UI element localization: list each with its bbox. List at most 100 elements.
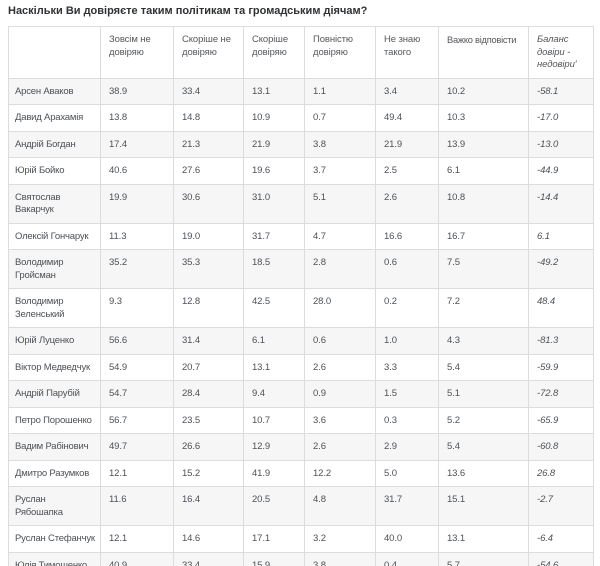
percentage-value: 33.4 — [173, 551, 244, 566]
table-row: Руслан Стефанчук 12.1 14.6 17.1 3.2 40.0 13.1-… — [8, 525, 594, 553]
trust-balance-value: -81.3 — [528, 327, 594, 355]
name-column-header — [8, 26, 101, 79]
trust-balance-value: -58.1 — [528, 77, 594, 105]
table-row: Петро Порошенко 56.7 23.5 10.7 3.6 0.3 5.2 -65.… — [8, 406, 594, 434]
percentage-value: 31.0 — [243, 183, 305, 224]
percentage-value: 27.6 — [173, 157, 244, 185]
percentage-value: 4.3 — [438, 327, 529, 355]
column-header: Повністю довіряю — [304, 26, 376, 79]
percentage-value: 0.2 — [375, 288, 439, 328]
survey-question-title: Наскільки Ви довіряєте таким політикам т… — [8, 5, 368, 17]
politician-name: Дмитро Разумков — [8, 459, 101, 487]
percentage-value: 2.6 — [304, 433, 376, 461]
percentage-value: 4.7 — [304, 222, 376, 250]
politician-name: Руслан Рябошапка — [8, 486, 101, 526]
percentage-value: 2.9 — [375, 433, 439, 461]
percentage-value: 12.1 — [100, 525, 174, 553]
politician-name: Вадим Рабінович — [8, 433, 101, 461]
percentage-value: 42.5 — [243, 288, 305, 328]
percentage-value: 21.9 — [375, 130, 439, 158]
trust-balance-value: -2.7 — [528, 486, 594, 526]
percentage-value: 16.7 — [438, 222, 529, 250]
percentage-value: 54.7 — [100, 380, 174, 408]
header-row: Зовсім не довіряю Скоріше не довіряю Скорі… — [8, 26, 594, 79]
percentage-value: 13.8 — [100, 104, 174, 132]
percentage-value: 30.6 — [173, 183, 244, 224]
percentage-value: 16.4 — [173, 486, 244, 526]
percentage-value: 13.1 — [438, 525, 529, 553]
table-row: Володимир Зеленський 9.3 12.8 42.5 28.0 0.2 7.… — [8, 288, 594, 328]
percentage-value: 15.9 — [243, 551, 305, 566]
percentage-value: 1.5 — [375, 380, 439, 408]
percentage-value: 1.0 — [375, 327, 439, 355]
politician-name: Петро Порошенко — [8, 406, 101, 434]
percentage-value: 0.3 — [375, 406, 439, 434]
trust-balance-value: -44.9 — [528, 157, 594, 185]
politician-name: Руслан Стефанчук — [8, 525, 101, 553]
percentage-value: 9.3 — [100, 288, 174, 328]
percentage-value: 56.7 — [100, 406, 174, 434]
percentage-value: 5.1 — [304, 183, 376, 224]
percentage-value: 28.4 — [173, 380, 244, 408]
percentage-value: 6.1 — [438, 157, 529, 185]
trust-balance-value: -14.4 — [528, 183, 594, 224]
column-header: Важко відповісти — [438, 26, 529, 79]
percentage-value: 14.8 — [173, 104, 244, 132]
percentage-value: 12.8 — [173, 288, 244, 328]
percentage-value: 40.0 — [375, 525, 439, 553]
column-header: Баланс довіри - недовіри' — [528, 26, 594, 79]
percentage-value: 21.3 — [173, 130, 244, 158]
percentage-value: 14.6 — [173, 525, 244, 553]
percentage-value: 5.2 — [438, 406, 529, 434]
percentage-value: 3.6 — [304, 406, 376, 434]
table-header: Зовсім не довіряю Скоріше не довіряю Скорі… — [8, 26, 594, 79]
column-header: Зовсім не довіряю — [100, 26, 174, 79]
percentage-value: 33.4 — [173, 77, 244, 105]
percentage-value: 15.2 — [173, 459, 244, 487]
politician-name: Володимир Зеленський — [8, 288, 101, 328]
percentage-value: 2.8 — [304, 249, 376, 289]
percentage-value: 0.7 — [304, 104, 376, 132]
percentage-value: 54.9 — [100, 353, 174, 381]
percentage-value: 35.2 — [100, 249, 174, 289]
politician-name: Арсен Аваков — [8, 77, 101, 105]
percentage-value: 10.9 — [243, 104, 305, 132]
table-row: Юлія Тимошенко 40.9 33.4 15.9 3.8 0.4 5.7 -54.6 — [8, 551, 594, 566]
percentage-value: 19.9 — [100, 183, 174, 224]
percentage-value: 9.4 — [243, 380, 305, 408]
politician-name: Святослав Вакарчук — [8, 183, 101, 224]
politician-name: Юрій Бойко — [8, 157, 101, 185]
percentage-value: 5.1 — [438, 380, 529, 408]
percentage-value: 13.9 — [438, 130, 529, 158]
trust-survey-table: Зовсім не довіряю Скоріше не довіряю Скорі… — [8, 26, 594, 566]
table-row: Олексій Гончарук 11.3 19.0 31.7 4.7 16.6 16.7 6… — [8, 222, 594, 250]
percentage-value: 17.1 — [243, 525, 305, 553]
trust-balance-value: -65.9 — [528, 406, 594, 434]
table-row: Давид Арахамія 13.8 14.8 10.9 0.7 49.4 10.3 -17… — [8, 104, 594, 132]
table-row: Арсен Аваков 38.9 33.4 13.1 1.1 3.4 10.2 -58.1 — [8, 77, 594, 105]
table-row: Руслан Рябошапка 11.6 16.4 20.5 4.8 31.7 15.1-… — [8, 486, 594, 526]
percentage-value: 41.9 — [243, 459, 305, 487]
percentage-value: 6.1 — [243, 327, 305, 355]
trust-balance-value: -59.9 — [528, 353, 594, 381]
politician-name: Олексій Гончарук — [8, 222, 101, 250]
percentage-value: 49.4 — [375, 104, 439, 132]
column-header: Скоріше довіряю — [243, 26, 305, 79]
table-row: Віктор Медведчук 54.9 20.7 13.1 2.6 3.3 5.4 -59… — [8, 353, 594, 381]
column-header: Скоріше не довіряю — [173, 26, 244, 79]
trust-balance-value: -49.2 — [528, 249, 594, 289]
percentage-value: 0.9 — [304, 380, 376, 408]
percentage-value: 12.9 — [243, 433, 305, 461]
trust-balance-value: -60.8 — [528, 433, 594, 461]
politician-name: Юлія Тимошенко — [8, 551, 101, 566]
percentage-value: 35.3 — [173, 249, 244, 289]
table-row: Святослав Вакарчук 19.9 30.6 31.0 5.1 2.6 10.8… — [8, 183, 594, 224]
politician-name: Давид Арахамія — [8, 104, 101, 132]
table-row: Володимир Гройсман 35.2 35.3 18.5 2.8 0.6 7.5-… — [8, 249, 594, 289]
percentage-value: 31.7 — [375, 486, 439, 526]
trust-balance-value: 26.8 — [528, 459, 594, 487]
percentage-value: 5.4 — [438, 433, 529, 461]
percentage-value: 3.8 — [304, 551, 376, 566]
percentage-value: 40.6 — [100, 157, 174, 185]
